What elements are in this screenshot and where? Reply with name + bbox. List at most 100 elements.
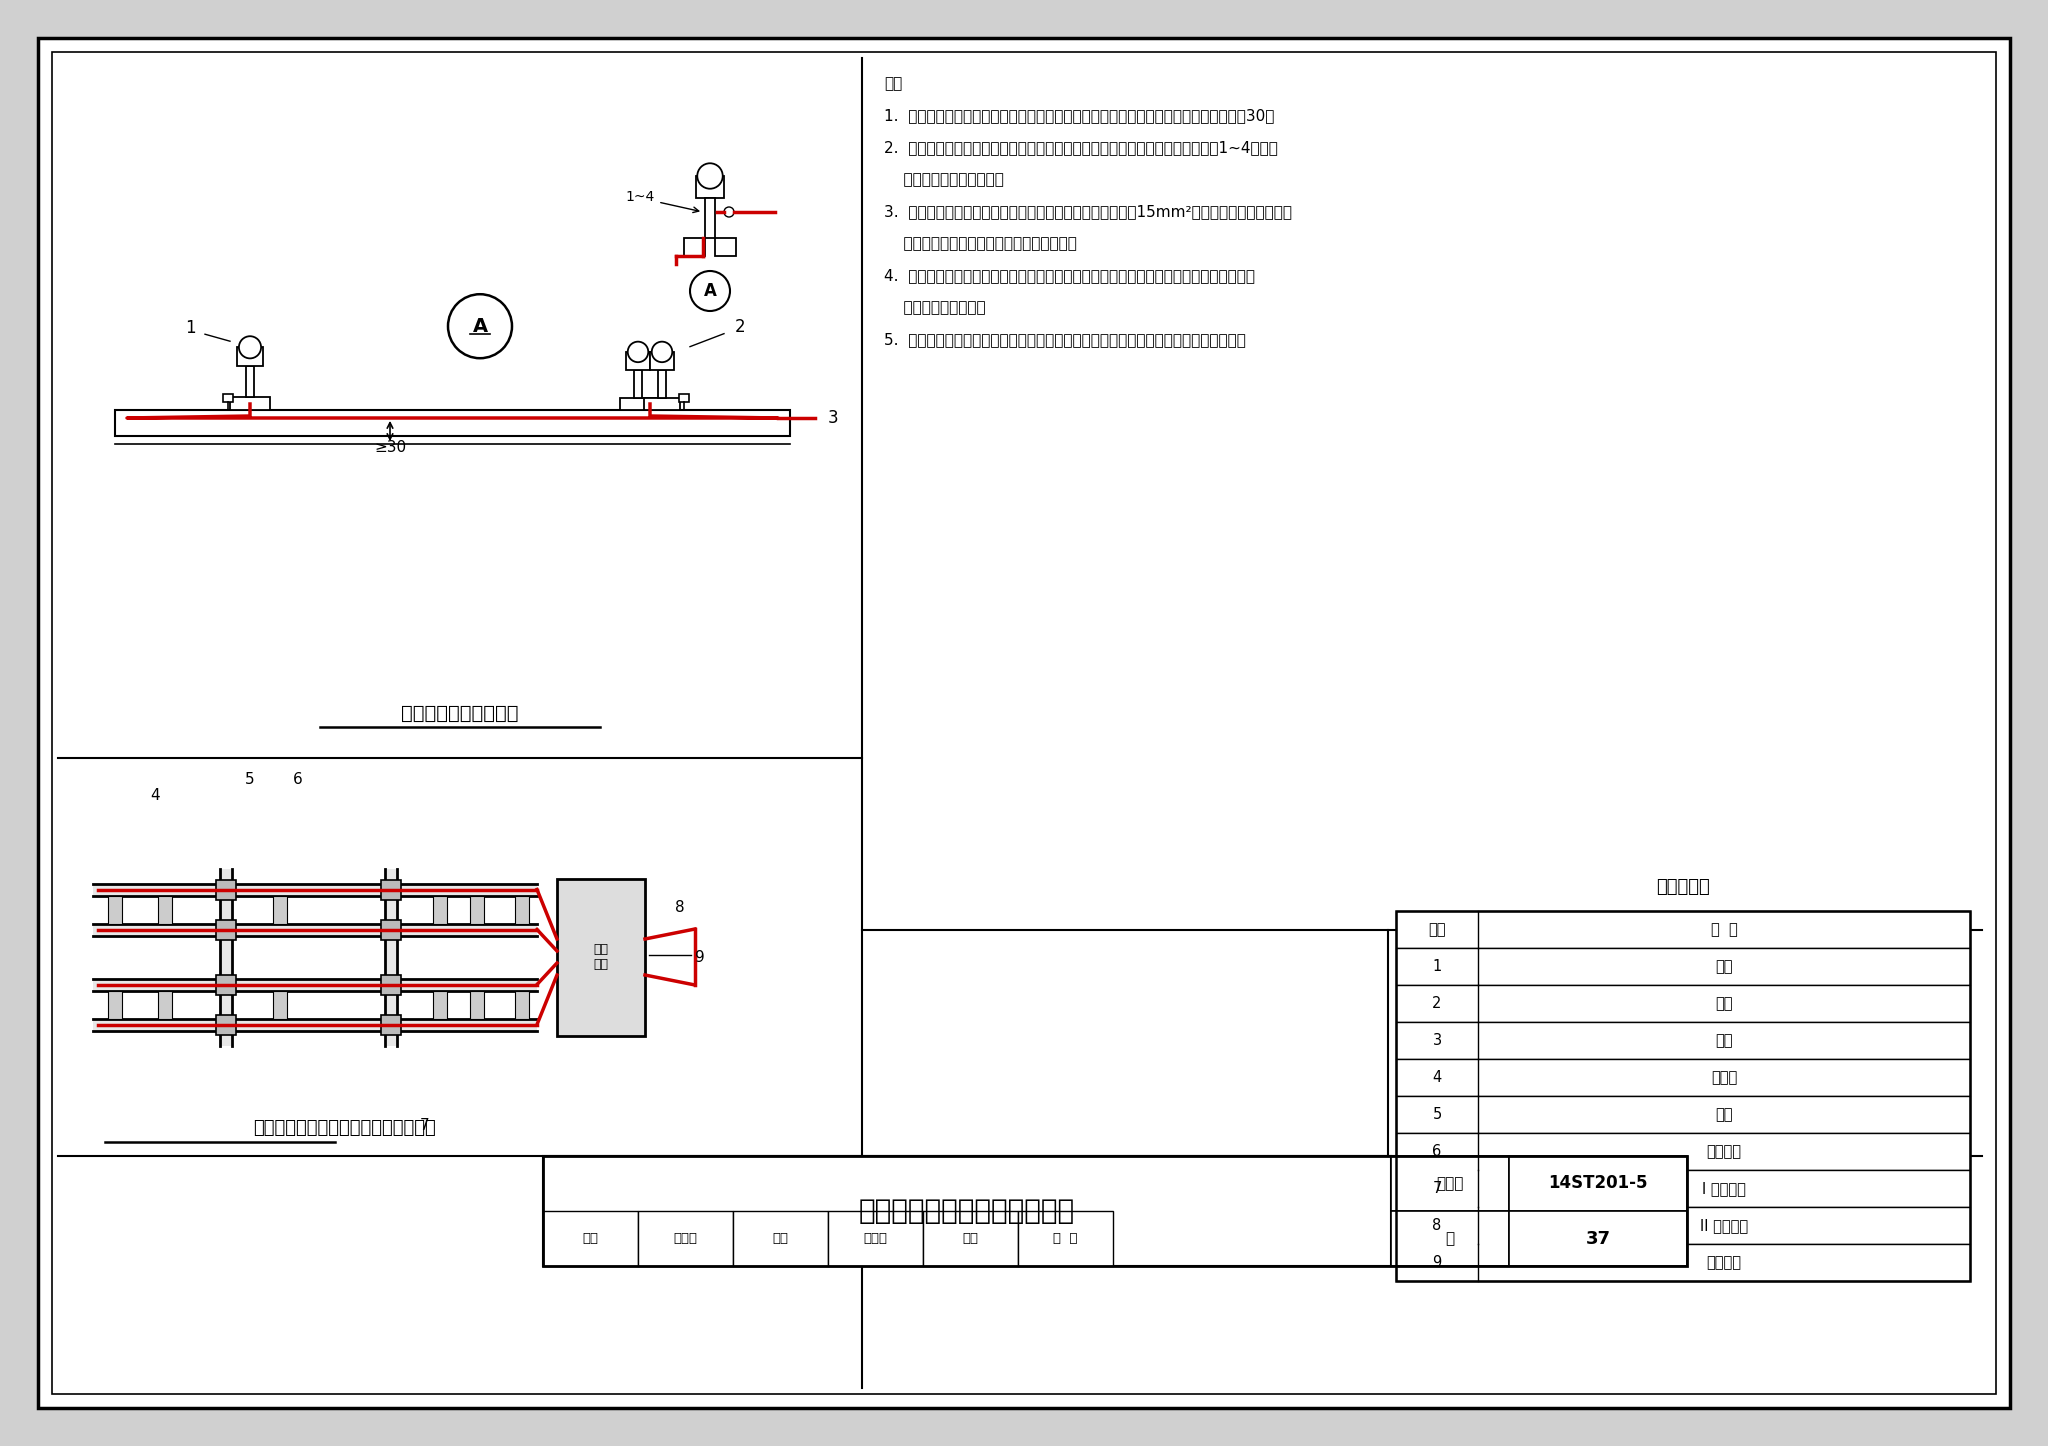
Text: 1.  道岔跳线、钢轨引接线敷设应平直，并固定牢固；穿越股道时，距钢轨底面不得小于30。: 1. 道岔跳线、钢轨引接线敷设应平直，并固定牢固；穿越股道时，距钢轨底面不得小于… xyxy=(885,108,1274,123)
Circle shape xyxy=(651,341,672,362)
Bar xyxy=(158,991,172,1018)
Text: 名称对照表: 名称对照表 xyxy=(1657,878,1710,897)
Bar xyxy=(1397,911,1970,949)
Bar xyxy=(543,1155,1391,1267)
Text: 2: 2 xyxy=(1432,996,1442,1011)
Bar xyxy=(219,869,231,1045)
Bar xyxy=(92,979,537,991)
Text: 跳线: 跳线 xyxy=(1716,996,1733,1011)
Bar xyxy=(109,895,123,924)
Circle shape xyxy=(696,163,723,189)
Bar xyxy=(1397,1058,1970,1096)
Text: 绝缘节: 绝缘节 xyxy=(1710,1070,1737,1084)
Text: 张晓波: 张晓波 xyxy=(864,1232,887,1245)
Text: 4: 4 xyxy=(1432,1070,1442,1084)
Bar xyxy=(1397,1022,1970,1058)
Text: 变压器箱双送、双受引接线安装俯视图: 变压器箱双送、双受引接线安装俯视图 xyxy=(254,1119,436,1137)
Text: A: A xyxy=(473,317,487,335)
Bar xyxy=(635,370,641,398)
Bar xyxy=(238,347,264,366)
Bar xyxy=(657,370,666,398)
Text: 变压器箱: 变压器箱 xyxy=(1706,1255,1741,1270)
Text: 名  称: 名 称 xyxy=(1710,923,1737,937)
Bar xyxy=(229,396,270,411)
Bar xyxy=(1397,1134,1970,1170)
Bar xyxy=(1397,1207,1970,1244)
Text: 设计: 设计 xyxy=(963,1232,979,1245)
Circle shape xyxy=(240,337,260,359)
Bar xyxy=(1391,1155,1509,1210)
Text: 9: 9 xyxy=(694,950,705,964)
Bar xyxy=(92,884,537,895)
Text: 1: 1 xyxy=(1432,959,1442,975)
Text: 注：: 注： xyxy=(885,77,903,91)
Text: 6: 6 xyxy=(1432,1144,1442,1160)
Bar xyxy=(1509,1155,1688,1210)
Bar xyxy=(1397,949,1970,985)
Text: 1: 1 xyxy=(184,320,195,337)
Text: 序号: 序号 xyxy=(1427,923,1446,937)
Bar xyxy=(514,895,528,924)
Bar xyxy=(381,1015,401,1034)
Bar xyxy=(246,366,254,396)
Bar xyxy=(215,920,236,940)
Bar xyxy=(924,1210,1018,1267)
Bar xyxy=(543,1155,1688,1267)
Text: I 型引接线: I 型引接线 xyxy=(1702,1181,1747,1196)
Text: 引接线、道岔跳线截面积应符合设计要求。: 引接线、道岔跳线截面积应符合设计要求。 xyxy=(885,236,1077,252)
Text: 卡具: 卡具 xyxy=(1716,1032,1733,1048)
Text: 卡子: 卡子 xyxy=(1716,1108,1733,1122)
Bar xyxy=(1397,1096,1970,1134)
Text: 4: 4 xyxy=(150,788,160,804)
Text: 5: 5 xyxy=(246,772,254,788)
Text: 37: 37 xyxy=(1585,1229,1610,1248)
Text: ≥30: ≥30 xyxy=(375,440,406,454)
Bar xyxy=(158,895,172,924)
Bar xyxy=(469,991,483,1018)
Bar xyxy=(715,239,735,256)
Bar xyxy=(680,393,688,402)
Text: 7: 7 xyxy=(1432,1181,1442,1196)
Text: 3: 3 xyxy=(827,409,838,427)
Text: 5.  钢轨引接线连接螺栓的绝缘管、垫圈等部件应安装正确、齐全，螺栓紧固、无松动。: 5. 钢轨引接线连接螺栓的绝缘管、垫圈等部件应安装正确、齐全，螺栓紧固、无松动。 xyxy=(885,333,1245,347)
Text: 1~4: 1~4 xyxy=(625,189,655,204)
Text: 校对: 校对 xyxy=(772,1232,788,1245)
Text: 图集号: 图集号 xyxy=(1436,1176,1464,1192)
Bar xyxy=(684,239,705,256)
Text: 3.  无牵引电流通过的钢轨引接线、道岔跳线截面积不应小于15mm²，有牵引电流通过的钢轨: 3. 无牵引电流通过的钢轨引接线、道岔跳线截面积不应小于15mm²，有牵引电流通… xyxy=(885,204,1292,218)
Bar xyxy=(115,411,791,437)
Text: 9: 9 xyxy=(1432,1255,1442,1270)
Text: 4.  钢轨引接线穿越股道时应采用绝缘橡胶管防护，固定引接线的卡钉、卡具不得与钢轨铁: 4. 钢轨引接线穿越股道时应采用绝缘橡胶管防护，固定引接线的卡钉、卡具不得与钢轨… xyxy=(885,268,1255,283)
Bar xyxy=(381,879,401,899)
Text: 6: 6 xyxy=(293,772,303,788)
Bar xyxy=(92,1018,537,1031)
Bar xyxy=(385,869,397,1045)
Bar xyxy=(432,895,446,924)
Circle shape xyxy=(449,294,512,359)
Bar xyxy=(1397,985,1970,1022)
Circle shape xyxy=(690,270,729,311)
Bar xyxy=(215,1015,236,1034)
Text: A: A xyxy=(705,282,717,299)
Bar xyxy=(381,975,401,995)
Bar xyxy=(215,879,236,899)
Bar xyxy=(432,991,446,1018)
Text: 2.  钢轨塞钉孔不得锈蚀，塞钉铆接牢固并不得弯曲，塞钉露出钢轨侧面长度应为1~4，塞钉: 2. 钢轨塞钉孔不得锈蚀，塞钉铆接牢固并不得弯曲，塞钉露出钢轨侧面长度应为1~4… xyxy=(885,140,1278,155)
Bar xyxy=(639,1210,733,1267)
Text: 7: 7 xyxy=(420,1119,430,1134)
Bar xyxy=(1397,911,1970,1281)
Text: II 型引接线: II 型引接线 xyxy=(1700,1218,1749,1233)
Bar xyxy=(272,991,287,1018)
Text: 3: 3 xyxy=(1432,1032,1442,1048)
Bar xyxy=(557,879,645,1035)
Bar xyxy=(1391,1210,1509,1267)
Bar xyxy=(733,1210,827,1267)
Text: 高玉起: 高玉起 xyxy=(674,1232,698,1245)
Bar xyxy=(215,975,236,995)
Text: 塞钉: 塞钉 xyxy=(1716,959,1733,975)
Text: 与塞钉孔缘应涂漆封闭。: 与塞钉孔缘应涂漆封闭。 xyxy=(885,172,1004,187)
Text: 道岔跳线安装侧立面图: 道岔跳线安装侧立面图 xyxy=(401,704,518,723)
Bar xyxy=(696,176,725,198)
Bar xyxy=(618,398,657,411)
Bar xyxy=(469,895,483,924)
